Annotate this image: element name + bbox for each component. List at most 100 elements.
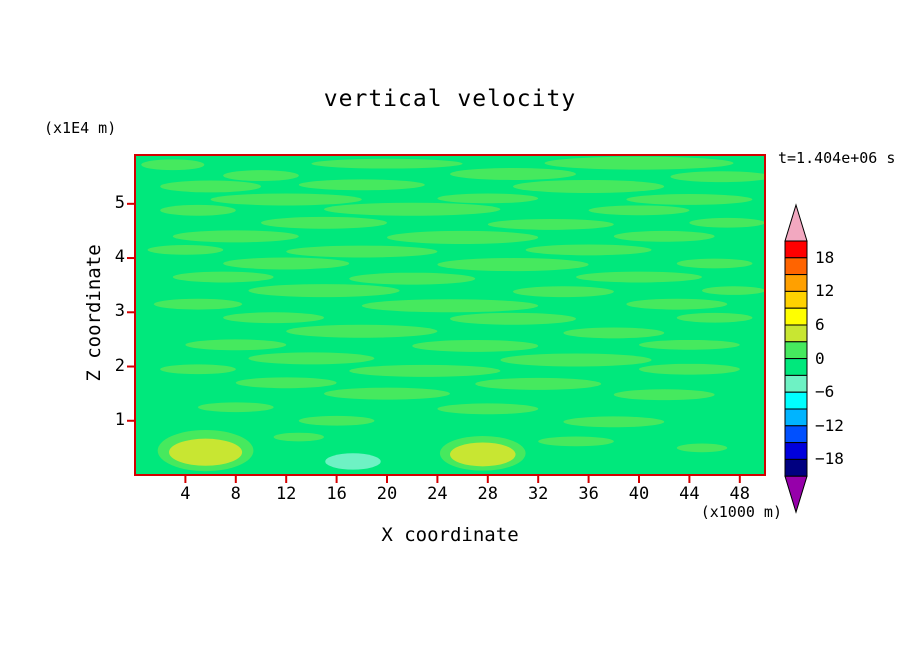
contour-blob	[544, 156, 734, 170]
x-tick-label: 44	[679, 484, 700, 504]
x-tick-label: 24	[427, 484, 448, 504]
colorbar-band	[784, 341, 808, 360]
contour-blob	[273, 432, 324, 442]
contour-blob	[626, 194, 753, 205]
contour-blob	[689, 217, 765, 228]
contour-blob	[437, 403, 539, 415]
y-axis-unit-label: (x1E4 m)	[44, 119, 117, 137]
y-tick-label: 5	[114, 192, 125, 213]
contour-blob	[487, 219, 614, 230]
colorbar-tick-label: −12	[815, 415, 844, 435]
x-axis-label: X coordinate	[381, 524, 519, 546]
contour-blob	[298, 415, 375, 426]
contour-blob	[147, 245, 224, 255]
contour-blob	[298, 179, 425, 191]
contour-blob	[198, 402, 274, 413]
y-tick-label: 1	[114, 409, 125, 430]
contour-blob	[563, 416, 665, 428]
contour-blob	[576, 271, 702, 283]
contour-blob	[412, 339, 539, 352]
contour-blob	[223, 312, 324, 324]
contour-blob	[676, 312, 753, 323]
x-tick-label: 28	[477, 484, 499, 504]
contour-blob	[153, 298, 243, 310]
contour-blob	[324, 202, 501, 216]
contour-blob	[676, 258, 753, 269]
contour-blob	[286, 324, 438, 338]
contour-blob	[223, 257, 350, 270]
contour-blob	[613, 230, 715, 242]
colorbar-band	[784, 257, 808, 276]
time-label: t=1.404e+06 s	[778, 149, 896, 167]
colorbar-tick-label: 6	[815, 315, 825, 334]
contour-blob	[160, 204, 236, 216]
colorbar-tick-label: 18	[815, 247, 835, 267]
colorbar-band	[784, 358, 808, 376]
contour-features	[141, 156, 765, 472]
contour-blob	[639, 339, 740, 350]
colorbar-band	[784, 408, 808, 427]
x-tick-label: 32	[527, 484, 549, 504]
colorbar-tick-label: 12	[815, 281, 835, 301]
contour-blob	[588, 205, 690, 216]
contour-blob	[286, 245, 438, 258]
colorbar-tick-label: −18	[815, 449, 844, 469]
contour-blob	[702, 286, 765, 295]
chart-title: vertical velocity	[323, 86, 577, 112]
contour-blob	[349, 272, 476, 285]
colorbar-tick-label: −6	[815, 382, 835, 402]
contour-blob	[223, 170, 299, 182]
contour-blob	[185, 339, 287, 351]
contour-blob	[311, 158, 463, 169]
contour-blob	[475, 377, 602, 390]
contour-blob	[235, 377, 337, 389]
contour-blob	[626, 298, 728, 310]
contour-blob	[513, 286, 614, 298]
colorbar-band	[784, 442, 808, 460]
x-tick-label: 8	[230, 484, 241, 504]
y-tick-label: 3	[114, 301, 125, 322]
x-tick-label: 20	[376, 484, 398, 504]
contour-blob	[437, 258, 589, 272]
plot-frame	[134, 154, 766, 476]
contour-blob	[639, 363, 740, 375]
colorbar-band	[784, 290, 808, 309]
x-tick-label: 48	[729, 484, 751, 504]
contour-blob	[172, 230, 299, 243]
colorbar-band	[784, 274, 808, 292]
colorbar-band	[784, 324, 808, 343]
contour-blob	[450, 312, 576, 325]
x-tick-label: 40	[628, 484, 650, 504]
contour-blob	[670, 171, 765, 183]
contour-blob	[450, 168, 576, 180]
contour-blob	[248, 284, 400, 298]
colorbar-band	[784, 391, 808, 410]
contour-blob	[141, 159, 205, 171]
y-tick-label: 4	[114, 247, 125, 268]
contour-blob	[349, 364, 501, 377]
colorbar-tick-label: 0	[815, 348, 825, 368]
x-tick-label: 16	[326, 484, 347, 504]
x-tick-label: 4	[180, 484, 191, 504]
contour-blob	[387, 230, 539, 244]
colorbar-band	[784, 374, 808, 393]
colorbar-band	[784, 425, 808, 444]
colorbar-over-arrow	[784, 203, 808, 242]
colorbar-band	[784, 458, 808, 477]
x-tick-label: 12	[275, 484, 297, 504]
y-tick-label: 2	[114, 355, 125, 376]
colorbar-under-arrow	[784, 475, 808, 514]
contour-blob	[210, 193, 362, 206]
contour-blob	[324, 387, 450, 400]
contour-blob	[563, 327, 665, 339]
contour-blob	[261, 216, 387, 229]
contour-blob	[450, 442, 516, 467]
x-tick-label: 36	[578, 484, 599, 504]
contour-blob	[513, 179, 665, 193]
colorbar-band	[784, 307, 808, 326]
contour-blob	[613, 389, 715, 401]
x-axis-unit-label: (x1000 m)	[700, 503, 782, 521]
contour-blob	[525, 244, 652, 256]
